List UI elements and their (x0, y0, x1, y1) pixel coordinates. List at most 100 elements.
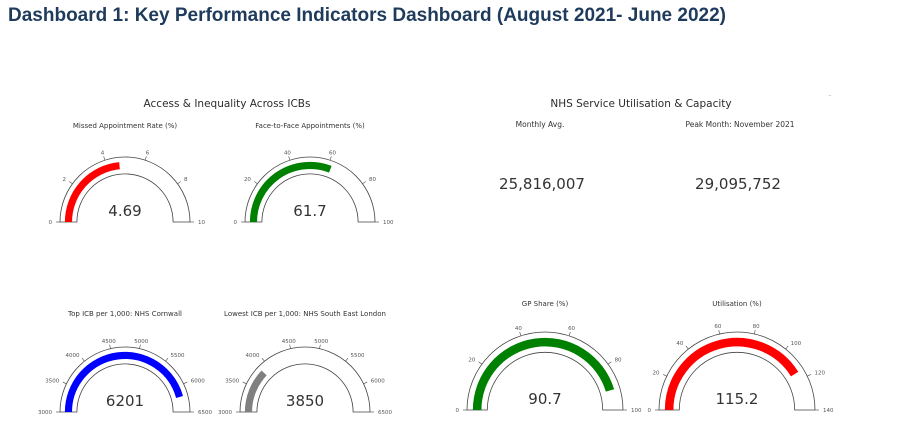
gauge-tick (363, 381, 368, 385)
gauge-frame (239, 346, 371, 413)
gauge-tick-label: 100 (383, 220, 394, 226)
gauge-tick (685, 345, 689, 350)
gauge-tick-label: 3500 (45, 378, 59, 384)
gauge-tick (785, 345, 789, 350)
gauge-tick (289, 344, 291, 349)
gauge-tick-label: 3000 (38, 410, 52, 416)
gauge-tick-label: 6500 (378, 410, 392, 416)
gauge-title: GP Share (%) (522, 300, 569, 308)
gauge-tick-label: 6000 (191, 378, 205, 384)
gauge-tick (242, 381, 247, 385)
gauge-frame (59, 346, 191, 413)
gauge-value: 4.69 (108, 202, 141, 220)
gauge-tick (261, 357, 265, 362)
gauge-tick-label: 6000 (371, 378, 385, 384)
gauge-value-bar (64, 162, 120, 223)
gauge-tick-label: 3000 (218, 410, 232, 416)
gauge-tick (288, 156, 291, 161)
gauge-tick-label: 60 (714, 324, 721, 330)
gauge-tick-label: 0 (648, 408, 652, 414)
gauge-tick (183, 381, 188, 385)
gauge-tick-label: 80 (615, 357, 622, 363)
gauge-tick-label: 40 (284, 151, 291, 157)
gauge-title: Utilisation (%) (712, 300, 762, 308)
gauge-tick-label: 40 (515, 326, 522, 332)
peak-month-label: Peak Month: November 2021 (685, 120, 795, 129)
gauge-tick-label: 3500 (225, 378, 239, 384)
gauge-tick (718, 329, 720, 335)
access-section-title: Access & Inequality Across ICBs (143, 98, 311, 110)
gauge-tick-label: 8 (184, 177, 188, 183)
gauge-tick-label: 5500 (171, 353, 185, 359)
gauge-tick-label: 60 (329, 151, 336, 157)
gauge-tick (144, 156, 147, 161)
gauge-title: Top ICB per 1,000: NHS Cornwall (67, 310, 182, 318)
gauge-value-bar (664, 337, 799, 411)
gauge-tick-label: 20 (244, 177, 251, 183)
gauge-tick (109, 344, 111, 349)
gauge-tick (254, 181, 258, 185)
gauge-tick-label: 20 (653, 371, 660, 377)
gauge-tick-label: 6 (146, 151, 150, 157)
gauge-tick (62, 381, 67, 385)
gauge-tick-label: 60 (568, 326, 575, 332)
gauge-frame (466, 331, 624, 411)
peak-month-value: 29,095,752 (695, 175, 781, 193)
gauge-tick-label: 100 (631, 408, 642, 414)
gauge-tick-label: 4000 (245, 353, 259, 359)
gauge-tick-label: 4500 (102, 339, 116, 345)
gauge-value-bar (472, 337, 615, 411)
gauge-frame (59, 156, 191, 223)
corner-mark: ™ (828, 94, 832, 99)
gauge-tick (139, 344, 141, 349)
gauge-value: 90.7 (528, 390, 561, 408)
utilisation-section-title: NHS Service Utilisation & Capacity (550, 98, 732, 110)
gauge-tick (165, 357, 169, 362)
gauge-tick (807, 374, 812, 377)
gauge-tick-label: 40 (676, 341, 683, 347)
gauge-tick (345, 357, 349, 362)
gauge-title: Face-to-Face Appointments (%) (255, 122, 365, 130)
gauge-tick (478, 361, 483, 365)
gauge-tick-label: 4500 (282, 339, 296, 345)
gauge-tick-label: 2 (62, 177, 66, 183)
gauge-tick (329, 156, 332, 161)
gauge-value: 61.7 (293, 202, 326, 220)
gauge-frame (658, 331, 816, 411)
gauge-tick-label: 0 (456, 408, 460, 414)
gauge-tick (319, 344, 321, 349)
gauge-tick-label: 120 (814, 371, 825, 377)
gauge-value: 115.2 (716, 390, 759, 408)
gauge-tick-label: 100 (791, 341, 802, 347)
gauge-tick-label: 4 (101, 151, 105, 157)
gauge-tick-label: 0 (49, 220, 53, 226)
gauge-frame (244, 156, 376, 223)
gauge-tick (103, 156, 106, 161)
gauge-tick (754, 329, 756, 335)
gauge-value-bar (64, 351, 183, 413)
monthly-avg-value: 25,816,007 (499, 175, 585, 193)
gauge-tick (177, 181, 181, 185)
gauge-tick-label: 6500 (198, 410, 212, 416)
gauge-tick (519, 331, 522, 336)
gauge-tick-label: 5500 (351, 353, 365, 359)
gauge-tick (69, 181, 73, 185)
gauge-tick (662, 374, 667, 377)
page-title: Dashboard 1: Key Performance Indicators … (8, 5, 726, 26)
gauge-tick-label: 80 (753, 324, 760, 330)
monthly-avg-label: Monthly Avg. (515, 120, 565, 129)
gauge-tick-label: 5000 (314, 339, 328, 345)
gauge-tick-label: 140 (823, 408, 834, 414)
gauge-tick-label: 4000 (65, 353, 79, 359)
gauge-tick-label: 0 (234, 220, 238, 226)
gauge-value: 3850 (286, 392, 324, 410)
gauge-tick (568, 331, 571, 336)
gauge-tick-label: 20 (468, 357, 475, 363)
gauge-title: Missed Appointment Rate (%) (73, 122, 178, 130)
gauge-value-bar (249, 161, 332, 223)
gauge-tick (81, 357, 85, 362)
gauge-value: 6201 (106, 392, 144, 410)
gauge-value-bar (244, 370, 267, 413)
gauge-tick-label: 5000 (134, 339, 148, 345)
